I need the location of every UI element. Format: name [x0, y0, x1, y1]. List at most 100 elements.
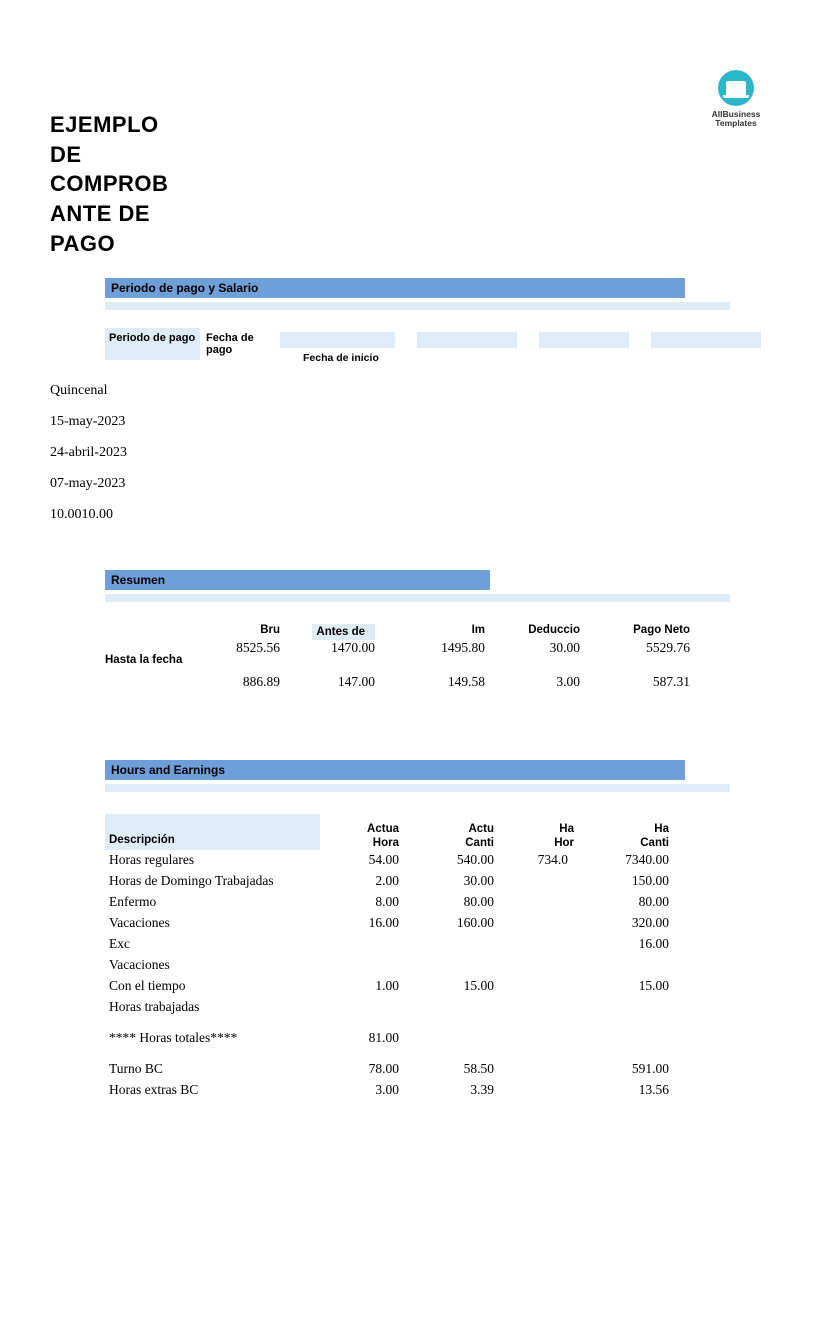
hours-total-value: 81.00 — [320, 1028, 415, 1049]
hours-value: 1.00 — [320, 976, 415, 997]
periodo-strip — [417, 332, 517, 348]
hours-rows: Horas regulares54.00540.00734.07340.00Ho… — [105, 850, 766, 1017]
periodo-value: 24-abril-2023 — [50, 438, 766, 469]
resumen-value: 886.89 — [195, 674, 290, 690]
hours-header: Hor — [554, 837, 574, 849]
periodo-strip — [280, 332, 395, 348]
hours-value — [590, 955, 685, 976]
hours-row: Exc16.00 — [105, 934, 766, 955]
hours-value — [510, 871, 590, 892]
hours-value — [320, 997, 415, 1018]
resumen-value: 8525.56 — [195, 640, 290, 656]
resumen-value: 3.00 — [495, 674, 590, 690]
logo-text-2: Templates — [715, 118, 756, 128]
hours-desc: Horas trabajadas — [105, 997, 320, 1018]
hours-row: Horas trabajadas — [105, 997, 766, 1018]
hours-row: Turno BC78.0058.50 591.00 — [105, 1059, 766, 1080]
hours-value — [510, 1080, 590, 1101]
resumen-value: 1470.00 — [290, 640, 385, 656]
hours-value: 16.00 — [320, 913, 415, 934]
hours-header: Actu — [468, 823, 494, 835]
hours-desc: Con el tiempo — [105, 976, 320, 997]
hours-value: 15.00 — [590, 976, 685, 997]
section-resumen-header: Resumen — [105, 570, 490, 590]
hours-desc: Vacaciones — [105, 913, 320, 934]
hours-value: 3.00 — [320, 1080, 415, 1101]
hours-value: 30.00 — [415, 871, 510, 892]
hours-row: Vacaciones16.00160.00 320.00 — [105, 913, 766, 934]
hours-header-desc: Descripción — [105, 814, 320, 850]
hours-value — [320, 934, 415, 955]
resumen-value: 30.00 — [495, 640, 590, 656]
hours-value: 734.0 — [510, 850, 590, 871]
hours-value: 7340.00 — [590, 850, 685, 871]
hours-header: Actua — [367, 823, 399, 835]
periodo-value: Quincenal — [50, 376, 766, 407]
hours-value: 15.00 — [415, 976, 510, 997]
hours-desc: Enfermo — [105, 892, 320, 913]
divider — [105, 784, 730, 792]
hours-value: 160.00 — [415, 913, 510, 934]
hours-header: Ha — [654, 823, 669, 835]
resumen-value: 5529.76 — [590, 640, 700, 656]
hours-value — [510, 913, 590, 934]
hours-value — [510, 976, 590, 997]
hours-desc: Horas de Domingo Trabajadas — [105, 871, 320, 892]
resumen-header: Pago Neto — [590, 624, 700, 640]
hours-value: 150.00 — [590, 871, 685, 892]
hours-row: Con el tiempo1.0015.0015.00 — [105, 976, 766, 997]
hours-value: 80.00 — [590, 892, 685, 913]
hours-value — [320, 955, 415, 976]
hours-total-desc: **** Horas totales**** — [105, 1028, 320, 1049]
hours-value — [510, 1059, 590, 1080]
periodo-value: 07-may-2023 — [50, 469, 766, 500]
hours-rows-2: Turno BC78.0058.50 591.00Horas extras BC3… — [105, 1059, 766, 1101]
resumen-header: Im — [385, 624, 495, 640]
section-periodo-header: Periodo de pago y Salario — [105, 278, 685, 298]
section-hours: Hours and Earnings Descripción Actua Hora… — [105, 760, 766, 1100]
periodo-header-col2: Fecha de pago — [200, 328, 270, 356]
periodo-values: Quincenal 15-may-2023 24-abril-2023 07-m… — [50, 376, 766, 530]
hours-value — [510, 955, 590, 976]
hours-value: 78.00 — [320, 1059, 415, 1080]
section-resumen: Resumen Bru Antes de Im Deduccio Pago Ne… — [105, 570, 766, 690]
hours-value: 16.00 — [590, 934, 685, 955]
hours-header: Canti — [465, 837, 494, 849]
resumen-value: 1495.80 — [385, 640, 495, 656]
section-hours-header: Hours and Earnings — [105, 760, 685, 780]
hours-row: Enfermo8.0080.0080.00 — [105, 892, 766, 913]
resumen-header: Bru — [195, 624, 290, 640]
hours-value — [415, 997, 510, 1018]
hours-value: 320.00 — [590, 913, 685, 934]
resumen-value: 587.31 — [590, 674, 700, 690]
hours-total-row: **** Horas totales**** 81.00 — [105, 1028, 766, 1049]
hours-value: 591.00 — [590, 1059, 685, 1080]
hours-row: Horas regulares54.00540.00734.07340.00 — [105, 850, 766, 871]
hours-value: 58.50 — [415, 1059, 510, 1080]
hours-value: 8.00 — [320, 892, 415, 913]
hours-desc: Vacaciones — [105, 955, 320, 976]
hours-value: 540.00 — [415, 850, 510, 871]
hours-row: Horas de Domingo Trabajadas2.0030.00 150.… — [105, 871, 766, 892]
resumen-header: Deduccio — [495, 624, 590, 640]
logo-icon — [718, 70, 754, 106]
page-title: EJEMPLO DE COMPROB ANTE DE PAGO — [50, 110, 180, 258]
hours-desc: Turno BC — [105, 1059, 320, 1080]
section-periodo: Periodo de pago y Salario Periodo de pag… — [105, 278, 766, 530]
hours-row: Vacaciones — [105, 955, 766, 976]
hours-desc: Horas regulares — [105, 850, 320, 871]
periodo-value: 10.0010.00 — [50, 500, 766, 531]
resumen-value: 147.00 — [290, 674, 385, 690]
hours-header: Canti — [640, 837, 669, 849]
hours-value: 54.00 — [320, 850, 415, 871]
resumen-value: 149.58 — [385, 674, 495, 690]
hours-value: 2.00 — [320, 871, 415, 892]
periodo-header-col1: Periodo de pago — [105, 328, 200, 360]
periodo-strip — [539, 332, 629, 348]
hours-value — [415, 934, 510, 955]
hours-value — [510, 934, 590, 955]
hours-value — [510, 892, 590, 913]
hours-value — [510, 997, 590, 1018]
hours-row: Horas extras BC3.003.3913.56 — [105, 1080, 766, 1101]
periodo-sub-label: Fecha de inicio — [303, 352, 766, 364]
